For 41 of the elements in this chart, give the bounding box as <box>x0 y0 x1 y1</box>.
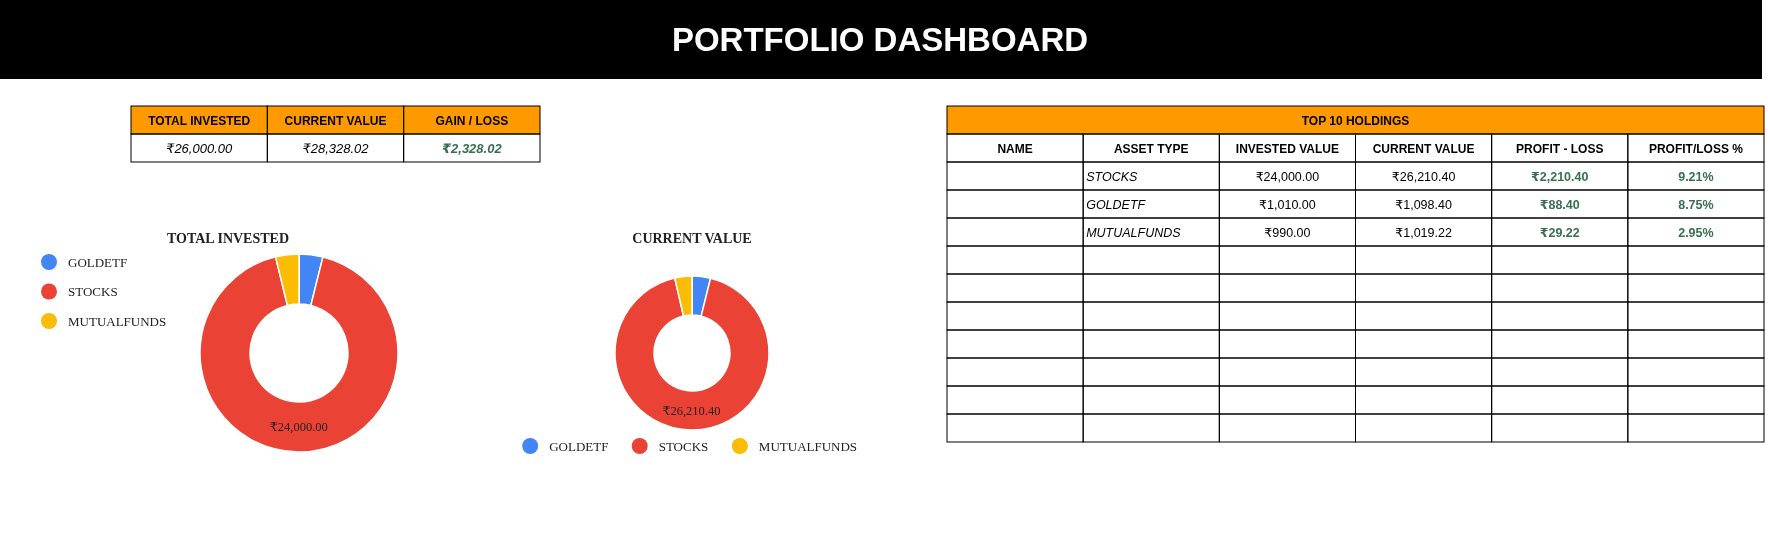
text: ₹24,000.00 <box>1255 169 1320 184</box>
text: MUTUALFUNDS <box>1086 225 1181 240</box>
chart-title: TOTAL INVESTED <box>166 231 290 246</box>
text: 2.95% <box>1678 225 1714 240</box>
category-label: ASSET TYPE <box>1113 141 1189 156</box>
category-label: NAME <box>997 141 1033 156</box>
text: STOCKS <box>1086 169 1138 184</box>
chart-title: CURRENT VALUE <box>632 231 752 246</box>
data-label: ₹24,000.00 <box>269 420 328 435</box>
text: ₹29.22 <box>1539 225 1580 240</box>
text: ₹990.00 <box>1264 225 1311 240</box>
donut-slice <box>199 256 399 453</box>
data-label: ₹26,210.40 <box>662 404 721 418</box>
category-label: CURRENT VALUE <box>1372 141 1475 156</box>
category-label: INVESTED VALUE <box>1235 141 1339 156</box>
text: 8.75% <box>1678 197 1714 212</box>
category-label: TOTAL INVESTED <box>148 113 251 128</box>
category-label: GAIN / LOSS <box>435 113 509 128</box>
category-label: PROFIT/LOSS % <box>1648 141 1744 156</box>
text: ₹1,098.40 <box>1395 197 1452 212</box>
category-label: CURRENT VALUE <box>284 113 387 128</box>
text: ₹1,019.22 <box>1395 225 1452 240</box>
text: GOLDETF <box>1086 197 1146 212</box>
legend-label: STOCKS <box>658 438 709 454</box>
donut-slice <box>614 277 770 431</box>
data-label: ₹26,000.00 <box>166 140 233 156</box>
legend-label: MUTUALFUNDS <box>68 313 167 329</box>
text: 9.21% <box>1678 169 1714 184</box>
data-label: ₹28,328.02 <box>302 140 370 156</box>
legend-label: MUTUALFUNDS <box>758 438 858 454</box>
data-label: ₹2,328.02 <box>442 140 503 156</box>
text: ₹26,210.40 <box>1391 169 1456 184</box>
legend-label: GOLDETF <box>68 254 128 270</box>
category-label: PROFIT - LOSS <box>1516 141 1604 156</box>
text: ₹1,010.00 <box>1259 197 1316 212</box>
legend-label: STOCKS <box>68 284 118 299</box>
legend-label: GOLDETF <box>549 438 609 454</box>
text: PORTFOLIO DASHBOARD <box>671 21 1089 58</box>
text: ₹88.40 <box>1539 197 1580 212</box>
text: ₹2,210.40 <box>1531 169 1589 184</box>
text: TOP 10 HOLDINGS <box>1301 113 1410 128</box>
